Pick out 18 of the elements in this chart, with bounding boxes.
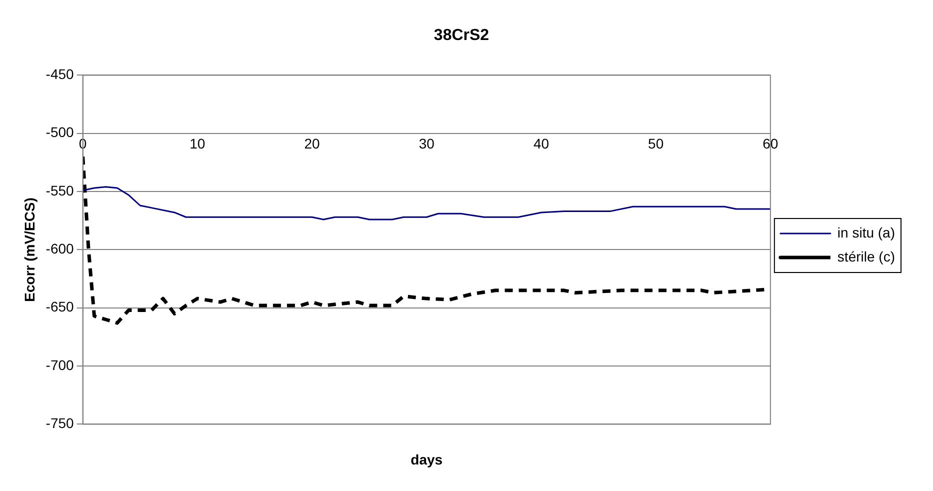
x-axis-title: days bbox=[410, 451, 443, 468]
y-tick-label: -600 bbox=[46, 240, 74, 257]
chart-title: 38CrS2 bbox=[434, 27, 490, 44]
x-tick-label: 50 bbox=[648, 136, 664, 152]
x-tick-label: 40 bbox=[533, 136, 550, 152]
x-tick-label: 10 bbox=[190, 136, 206, 152]
x-tick-label: 60 bbox=[762, 136, 778, 152]
legend-label: in situ (a) bbox=[837, 224, 896, 240]
y-tick-label: -700 bbox=[46, 356, 74, 373]
y-tick-label: -550 bbox=[46, 182, 74, 198]
legend-label: stérile (c) bbox=[837, 248, 895, 264]
y-tick-label: -500 bbox=[46, 124, 74, 140]
x-tick-label: 30 bbox=[418, 136, 435, 152]
y-tick-label: -750 bbox=[46, 415, 74, 432]
y-axis-title: Ecorr (mV/ECS) bbox=[21, 198, 38, 302]
x-tick-label: 20 bbox=[304, 136, 320, 152]
y-tick-label: -650 bbox=[46, 298, 74, 315]
y-tick-label: -450 bbox=[46, 66, 74, 82]
